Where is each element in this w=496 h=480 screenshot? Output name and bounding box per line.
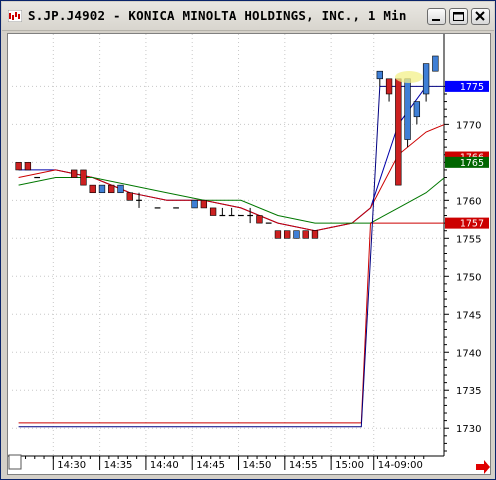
price-label-box — [445, 156, 489, 168]
candle-body — [311, 230, 319, 239]
x-tick-label: 14-09:00 — [378, 460, 423, 471]
y-tick-label: 1750 — [456, 272, 481, 283]
y-tick-label: 1755 — [456, 234, 481, 245]
maximize-button[interactable] — [449, 8, 468, 25]
price-label-text: 1765 — [460, 158, 484, 169]
candle-body — [274, 230, 282, 239]
window-title: S.JP.J4902 - KONICA MINOLTA HOLDINGS, IN… — [28, 8, 407, 23]
candle-layer — [15, 55, 439, 239]
minimize-button[interactable] — [427, 8, 446, 25]
series-line-3 — [18, 177, 445, 224]
candle-body — [395, 78, 402, 186]
x-tick-label: 14:45 — [196, 460, 225, 471]
close-button[interactable] — [471, 8, 490, 25]
candle-body — [404, 78, 411, 140]
candle-body — [256, 215, 263, 224]
candle-body — [376, 70, 383, 80]
candle-body — [89, 184, 96, 194]
crosshair-highlight — [395, 71, 423, 83]
candle-body — [117, 184, 124, 194]
price-labels: 1775176617651757 — [445, 80, 489, 230]
candle-body — [80, 169, 87, 186]
candle-body — [108, 184, 115, 194]
y-tick-label: 1735 — [456, 386, 481, 397]
y-tick-label: 1740 — [456, 348, 481, 359]
candle-body — [191, 200, 198, 209]
x-tick-label: 14:50 — [243, 460, 272, 471]
scroll-box[interactable] — [8, 454, 22, 470]
price-label-text: 1757 — [460, 219, 484, 230]
x-axis: 14:30 14:35 14:40 14:45 14:50 14:55 15:00 14-09… — [15, 456, 425, 471]
price-label-box — [445, 217, 489, 229]
candle-body — [422, 63, 430, 95]
y-tick-label: 1760 — [456, 196, 481, 207]
x-tick-label: 14:40 — [150, 460, 179, 471]
candle-body — [302, 230, 309, 239]
series-line-4 — [18, 222, 445, 424]
candle-body — [413, 101, 421, 118]
x-tick-label: 14:30 — [57, 460, 86, 471]
maximize-icon — [453, 12, 464, 21]
x-tick-label: 14:55 — [289, 460, 318, 471]
price-label-text: 1775 — [460, 82, 484, 93]
candle-body — [126, 192, 133, 201]
scroll-right-arrow-icon[interactable] — [476, 460, 490, 474]
minimize-icon — [432, 19, 440, 21]
candle-body — [98, 184, 106, 194]
price-label-box — [445, 80, 489, 92]
y-tick-label: 1730 — [456, 424, 481, 435]
close-icon — [475, 11, 485, 21]
candle-body — [385, 78, 393, 95]
series-layer — [18, 85, 445, 428]
candle-body — [432, 55, 439, 72]
x-tick-label: 14:35 — [104, 460, 133, 471]
chart-app-icon — [8, 10, 22, 22]
title-bar[interactable]: S.JP.J4902 - KONICA MINOLTA HOLDINGS, IN… — [2, 2, 494, 31]
candle-body — [15, 162, 22, 171]
candle-body — [71, 169, 78, 178]
y-tick-label: 1745 — [456, 310, 481, 321]
candle-body — [293, 230, 300, 239]
y-tick-label: 1770 — [456, 120, 481, 131]
candle-body — [284, 230, 291, 239]
price-chart[interactable]: 1775 1770 1765 1760 1755 1750 1745 1740 1735 1730… — [8, 34, 490, 474]
candle-body — [209, 207, 217, 216]
candle-body — [200, 200, 208, 209]
candle-body — [24, 162, 32, 171]
chart-area[interactable]: 1775 1770 1765 1760 1755 1750 1745 1740 1735 1730… — [7, 33, 491, 475]
x-tick-label: 15:00 — [335, 460, 364, 471]
